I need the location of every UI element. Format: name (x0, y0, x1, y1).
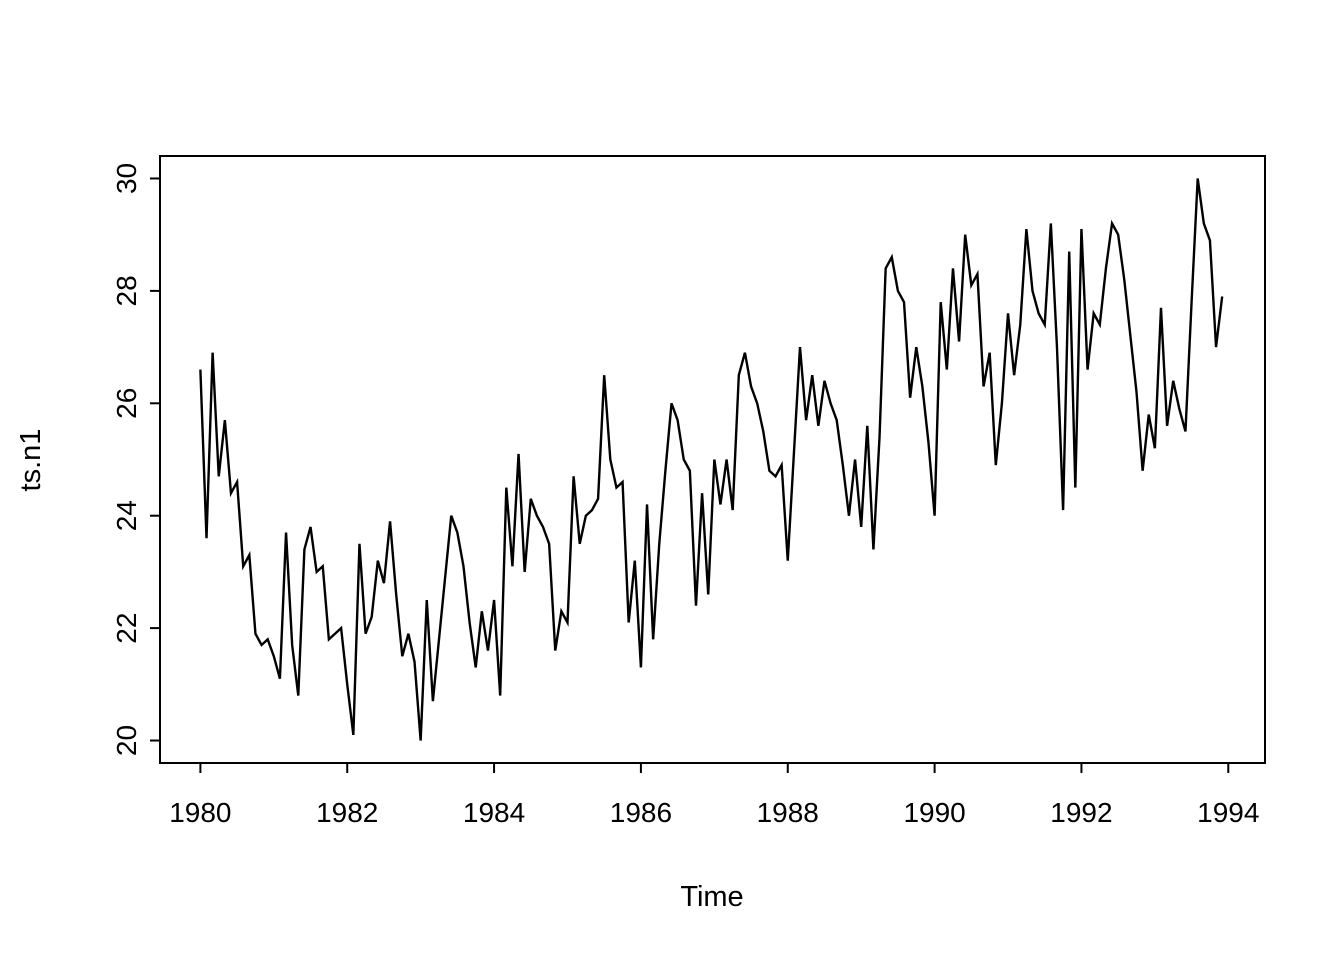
y-tick-label: 22 (111, 613, 142, 644)
x-tick-label: 1990 (903, 797, 965, 828)
y-tick-label: 28 (111, 275, 142, 306)
y-axis-title: ts.n1 (15, 429, 47, 492)
y-tick-label: 30 (111, 163, 142, 194)
x-tick-label: 1992 (1050, 797, 1112, 828)
x-tick-label: 1988 (757, 797, 819, 828)
x-axis-title: Time (680, 881, 743, 913)
y-tick-label: 20 (111, 725, 142, 756)
plot-box (159, 155, 1266, 764)
x-tick-label: 1986 (610, 797, 672, 828)
x-tick-label: 1994 (1197, 797, 1259, 828)
y-tick-label: 26 (111, 388, 142, 419)
x-tick-label: 1984 (463, 797, 525, 828)
x-tick-label: 1980 (169, 797, 231, 828)
x-tick-label: 1982 (316, 797, 378, 828)
series-line-ts-n1 (199, 178, 1224, 741)
y-tick-label: 24 (111, 500, 142, 531)
